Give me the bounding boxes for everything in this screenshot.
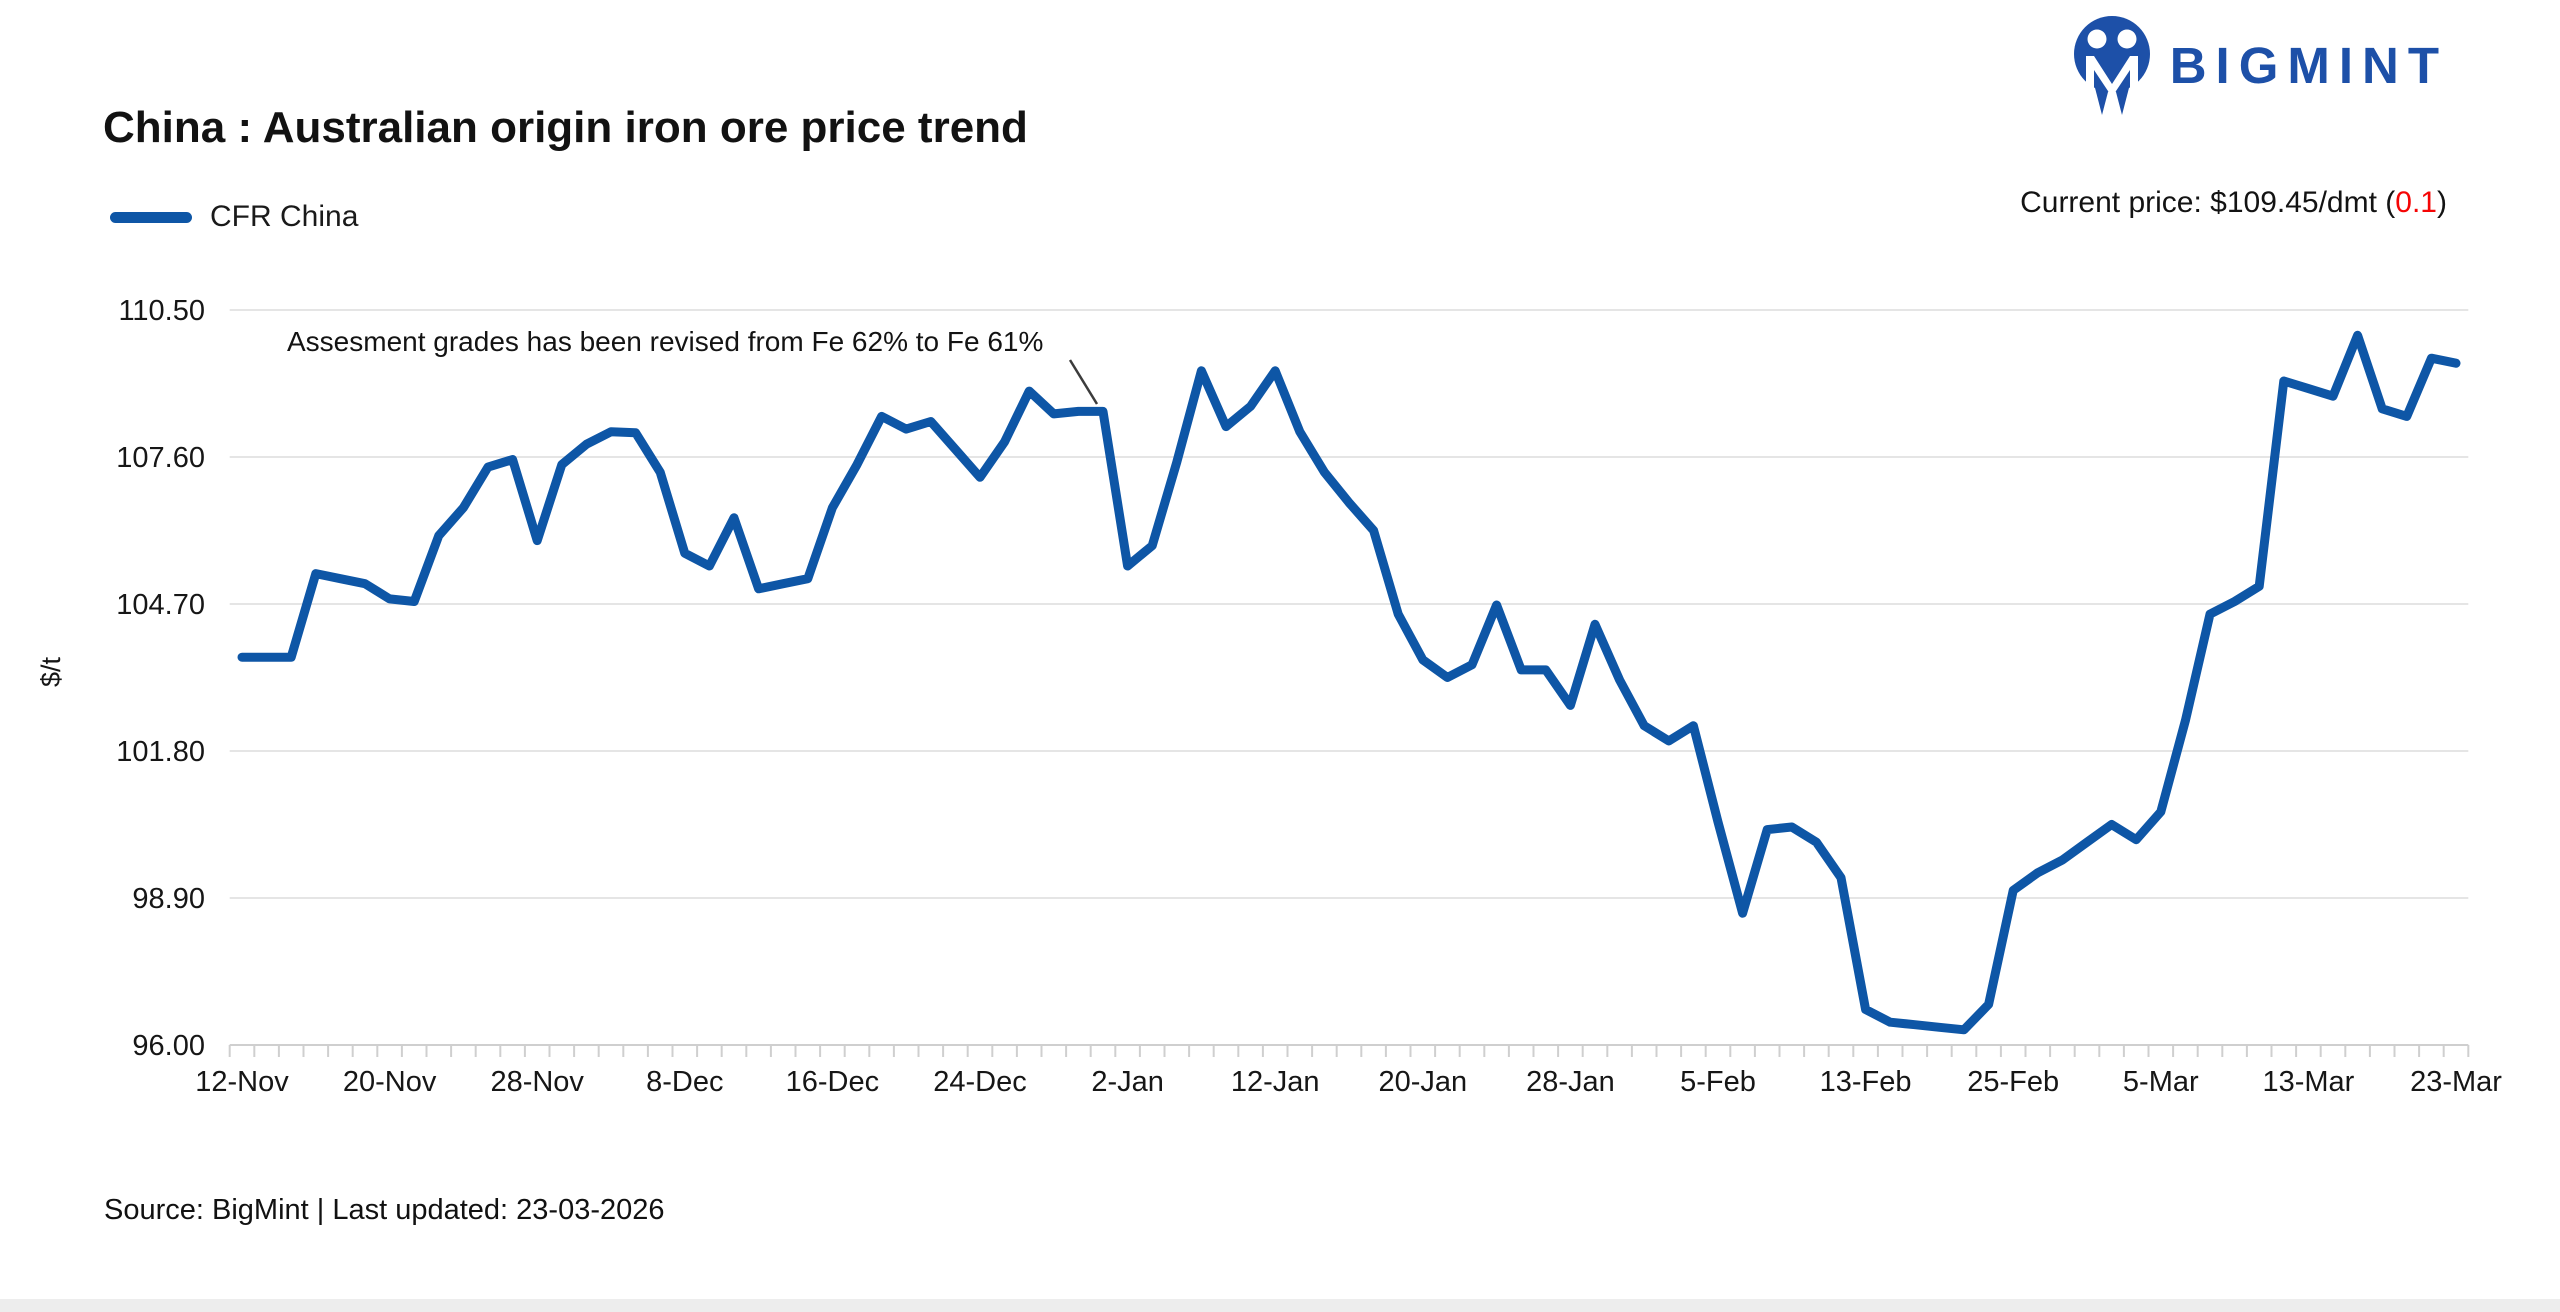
legend-line-swatch [110, 211, 192, 223]
x-axis-tick-label: 23-Mar [2410, 1066, 2502, 1098]
bigmint-logo: BIGMINT [2072, 14, 2448, 116]
logo-dot-left [2087, 29, 2107, 49]
y-axis-tick-label: 107.60 [116, 442, 205, 474]
x-axis-tick-label: 12-Nov [195, 1066, 289, 1098]
x-axis-tick-label: 12-Jan [1231, 1066, 1320, 1098]
logo-wordmark: BIGMINT [2169, 36, 2448, 94]
annotation-text: Assesment grades has been revised from F… [287, 326, 1044, 357]
legend: CFR China [110, 200, 358, 234]
y-axis-title: $/t [36, 656, 66, 687]
x-axis-tick-label: 13-Mar [2262, 1066, 2354, 1098]
x-axis-tick-label: 2-Jan [1091, 1066, 1164, 1098]
x-axis-tick-label: 24-Dec [933, 1066, 1027, 1098]
logo-m-glyph [2085, 56, 2138, 94]
y-axis-tick-label: 96.00 [132, 1030, 205, 1062]
y-axis-tick-label: 101.80 [116, 736, 205, 768]
source-line: Source: BigMint | Last updated: 23-03-20… [104, 1194, 665, 1226]
annotation-pointer-line [1068, 359, 1099, 405]
chart-title: China : Australian origin iron ore price… [103, 103, 1028, 152]
logo-dot-right [2117, 29, 2137, 49]
y-axis-tick-label: 98.90 [132, 883, 205, 915]
bigmint-logo-icon [2073, 16, 2150, 115]
logo-leg-right [2115, 80, 2130, 115]
x-axis-tick-label: 5-Mar [2123, 1066, 2199, 1098]
current-price-change: 0.1 [2395, 186, 2437, 219]
y-axis-tick-label: 104.70 [116, 589, 205, 621]
x-axis-tick-label: 20-Jan [1378, 1066, 1467, 1098]
price-line [237, 330, 2461, 1035]
bottom-strip [0, 1299, 2560, 1312]
x-axis-tick-label: 25-Feb [1967, 1066, 2059, 1098]
x-axis-tick-label: 16-Dec [786, 1066, 880, 1098]
x-axis-tick-label: 28-Jan [1526, 1066, 1615, 1098]
x-axis-tick-label: 5-Feb [1680, 1066, 1756, 1098]
y-axis-tick-label: 110.50 [118, 295, 205, 327]
x-axis-tick-label: 20-Nov [343, 1066, 437, 1098]
x-axis-tick-label: 13-Feb [1820, 1066, 1912, 1098]
x-axis-tick-label: 28-Nov [490, 1066, 584, 1098]
current-price-prefix: Current price: $109.45/dmt ( [2020, 186, 2396, 219]
current-price-suffix: ) [2437, 186, 2447, 219]
logo-leg-left [2093, 80, 2108, 115]
legend-series-label: CFR China [210, 200, 359, 233]
current-price: Current price: $109.45/dmt (0.1) [2020, 186, 2447, 220]
x-axis-tick-label: 8-Dec [646, 1066, 723, 1098]
